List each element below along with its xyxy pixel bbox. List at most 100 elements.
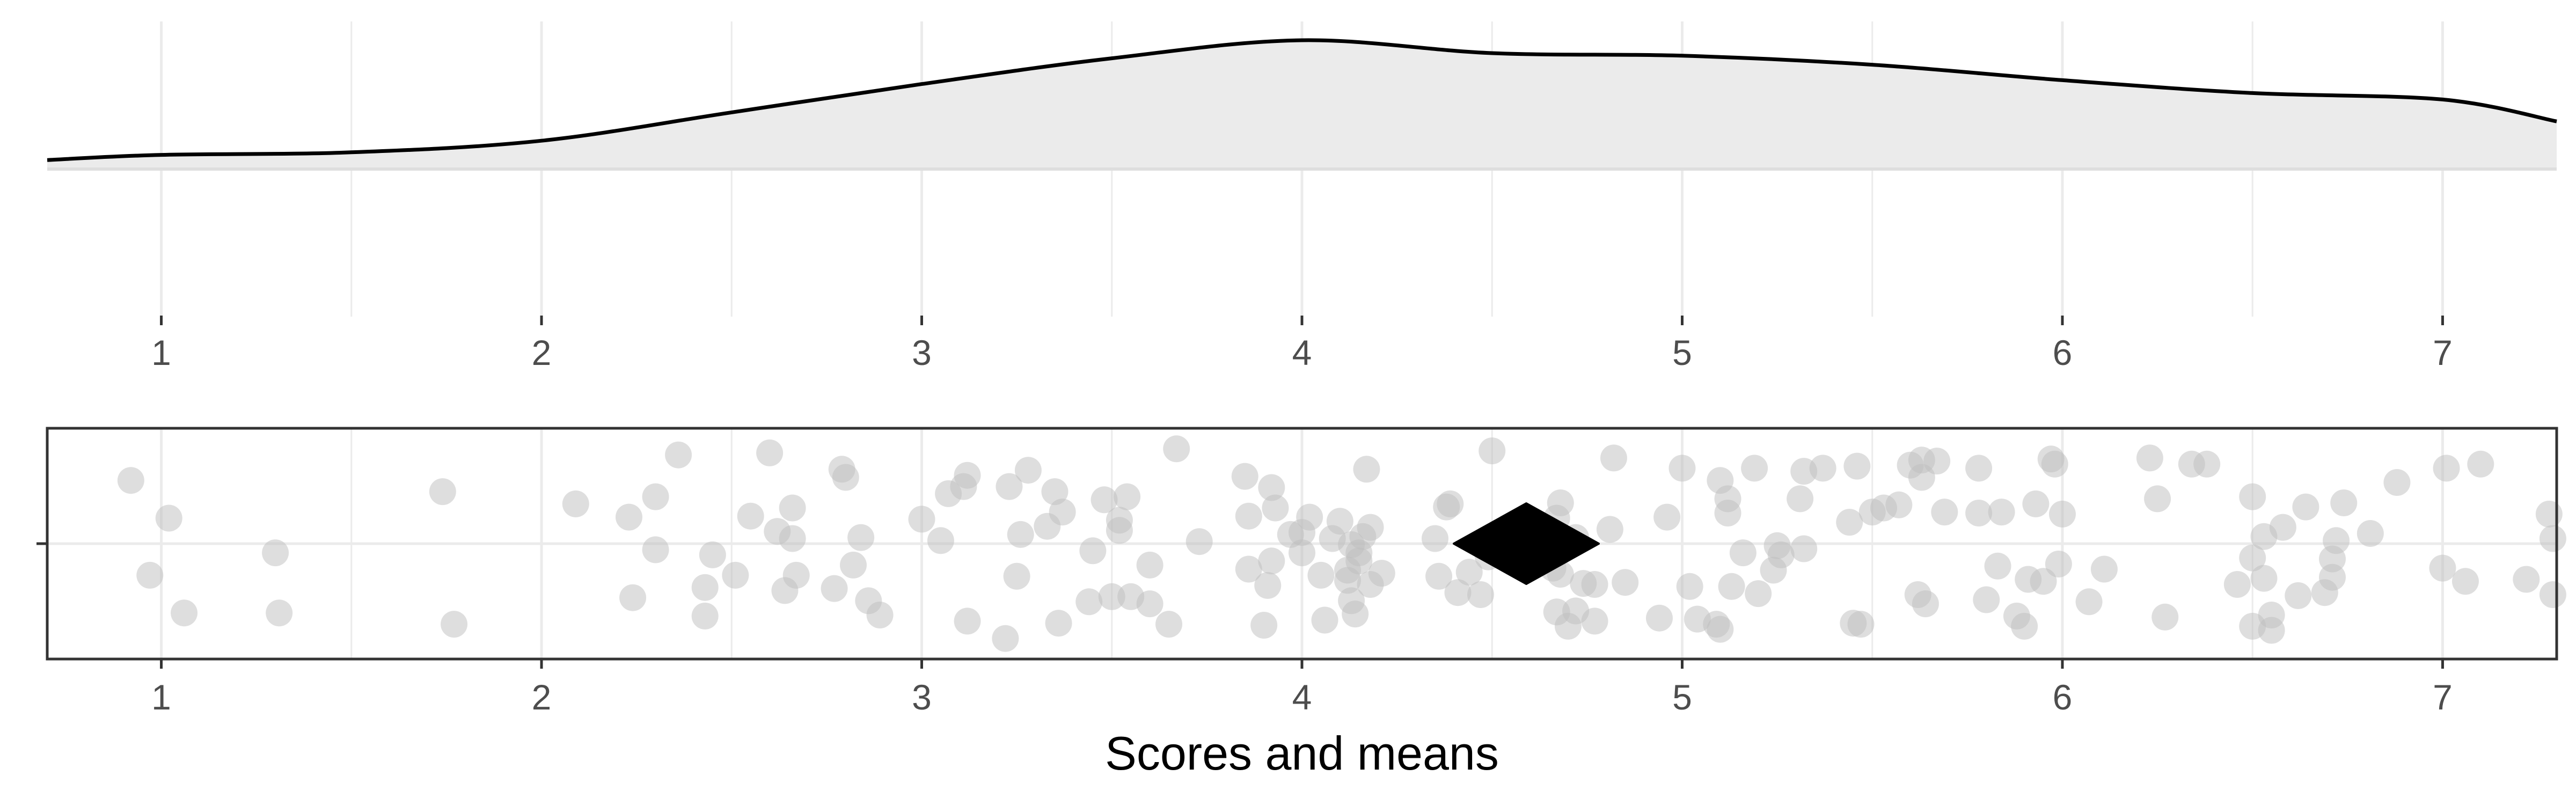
data-point <box>2239 483 2266 510</box>
data-point <box>1296 503 1323 531</box>
data-point <box>262 539 289 567</box>
data-point <box>429 478 456 506</box>
jitter-x-tick-label: 1 <box>151 677 171 717</box>
data-point <box>756 439 784 466</box>
data-point <box>2258 617 2285 644</box>
data-point <box>2535 500 2563 528</box>
data-point <box>562 490 589 517</box>
data-point <box>2144 485 2171 513</box>
data-point <box>908 506 935 533</box>
data-point <box>1581 608 1608 635</box>
data-point <box>441 611 468 638</box>
data-point <box>642 483 669 510</box>
data-point <box>2318 564 2346 591</box>
data-point <box>821 575 848 602</box>
jitter-panel: 1 2 3 4 5 6 7 <box>36 427 2566 717</box>
data-point <box>1311 606 1338 634</box>
data-point <box>1425 562 1453 590</box>
data-point <box>1467 581 1494 608</box>
data-point <box>782 561 810 589</box>
data-point <box>1973 586 2000 613</box>
data-point <box>1185 528 1213 555</box>
data-point <box>1984 552 2011 580</box>
density-x-tick-label: 7 <box>2433 333 2453 372</box>
jitter-x-tick-label: 5 <box>1672 677 1692 717</box>
density-x-tick-label: 3 <box>912 333 932 372</box>
data-point <box>691 574 719 601</box>
data-point <box>1718 573 1745 600</box>
data-point <box>1258 474 1285 501</box>
data-point <box>1600 444 1627 472</box>
data-point <box>2022 490 2050 517</box>
data-point <box>642 536 669 564</box>
data-point <box>1847 611 1875 638</box>
data-point <box>665 441 692 469</box>
data-point <box>954 608 981 635</box>
data-point <box>722 561 749 589</box>
data-point <box>2292 493 2319 521</box>
data-point <box>1114 483 1141 510</box>
data-point <box>2193 450 2221 478</box>
data-point <box>1079 537 1107 565</box>
data-point <box>1479 437 1506 465</box>
data-point <box>2239 544 2266 572</box>
data-point <box>2323 527 2350 554</box>
data-point <box>1136 590 1163 618</box>
density-x-tick-label: 5 <box>1672 333 1692 372</box>
density-x-tick-label: 6 <box>2053 333 2073 372</box>
jitter-x-tick-label: 2 <box>532 677 552 717</box>
data-point <box>866 602 894 628</box>
data-point <box>1250 612 1278 639</box>
data-point <box>699 541 726 568</box>
data-point <box>1707 616 1734 643</box>
data-point <box>2539 525 2566 552</box>
jitter-x-tick-label: 7 <box>2433 677 2453 717</box>
data-point <box>1836 509 1863 536</box>
data-point <box>839 551 867 579</box>
data-point <box>1455 559 1483 586</box>
data-point <box>136 561 164 589</box>
data-point <box>1714 485 1741 513</box>
data-point <box>847 524 875 551</box>
data-point <box>1155 611 1183 638</box>
density-line <box>47 38 2557 162</box>
data-point <box>1235 555 1262 583</box>
data-point <box>1041 478 1069 506</box>
jitter-points <box>117 435 2566 652</box>
data-point <box>1075 588 1103 616</box>
data-point <box>615 503 642 531</box>
data-point <box>954 462 981 489</box>
data-point <box>2045 551 2072 577</box>
data-point <box>2330 489 2358 516</box>
data-point <box>2433 455 2460 482</box>
data-point <box>1437 490 1464 517</box>
data-point <box>1885 491 1913 518</box>
data-point <box>2383 469 2411 496</box>
data-point <box>266 599 293 627</box>
data-point <box>1790 535 1818 562</box>
data-point <box>1965 500 1993 526</box>
data-point <box>1843 452 1871 480</box>
data-point <box>2285 582 2312 609</box>
data-point <box>1988 499 2015 526</box>
density-x-tick-label: 1 <box>151 333 171 372</box>
data-point <box>1098 583 1125 610</box>
data-point <box>1676 573 1703 600</box>
data-point <box>1136 551 1163 579</box>
density-x-tick-label: 4 <box>1292 333 1312 372</box>
data-point <box>737 502 764 530</box>
density-x-tick-label: 2 <box>532 333 552 372</box>
data-point <box>1258 547 1285 575</box>
data-point <box>1357 514 1384 541</box>
data-point <box>1767 541 1795 568</box>
data-point <box>1254 572 1282 599</box>
data-point <box>779 494 806 522</box>
data-point <box>1049 499 1076 526</box>
data-point <box>1965 455 1993 482</box>
data-point <box>2151 603 2179 631</box>
data-point <box>1326 508 1353 535</box>
data-point <box>2467 450 2494 478</box>
data-point <box>2030 568 2057 595</box>
data-point <box>927 527 954 554</box>
